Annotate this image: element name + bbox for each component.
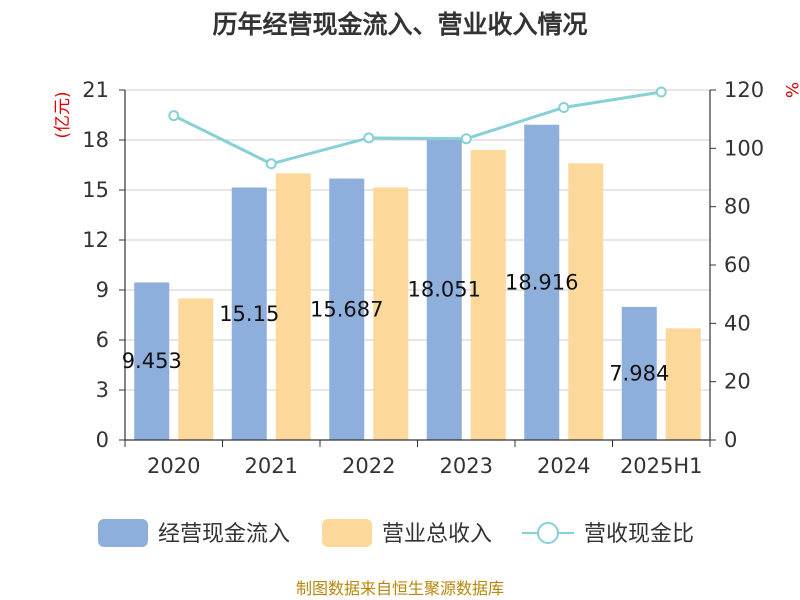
ratio-point [363,132,375,144]
left-tick-label: 6 [96,328,109,352]
bar [373,187,409,440]
right-tick-label: 0 [724,428,737,452]
bar [470,150,506,440]
left-tick-label: 18 [82,128,109,152]
right-tick-label: 80 [724,195,751,219]
bar [134,282,170,440]
data-label: 15.15 [219,302,279,326]
data-label: 7.984 [609,361,669,385]
bar [275,173,311,441]
legend-label: 营收现金比 [584,522,694,547]
legend: 经营现金流入 营业总收入 营收现金比 [98,519,694,547]
chart-title: 历年经营现金流入、营业收入情况 [212,10,587,39]
right-tick-label: 40 [724,311,751,335]
bar [524,124,560,440]
ratio-point [655,86,667,98]
bar [231,187,267,440]
bar [665,328,701,440]
left-tick-label: 9 [96,278,109,302]
data-label: 18.051 [408,278,481,302]
left-tick-label: 3 [96,378,109,402]
ratio-point [558,102,570,113]
right-axis-unit: % [781,82,800,98]
data-label: 18.916 [505,270,578,294]
left-axis-unit: (亿元) [53,91,73,138]
ratio-point [265,158,277,170]
bar [178,298,214,440]
x-tick-label: 2023 [440,454,493,478]
left-tick-label: 15 [82,178,109,202]
bar [568,163,604,441]
right-tick-label: 20 [724,370,751,394]
x-tick-label: 2021 [245,454,298,478]
ratio-point [168,110,180,122]
source-note: 制图数据来自恒生聚源数据库 [296,579,504,598]
left-tick-label: 21 [82,78,109,102]
legend-swatch [98,519,148,547]
data-label: 15.687 [310,297,383,321]
bar [621,306,657,440]
legend-label: 经营现金流入 [158,522,290,547]
legend-marker [537,522,559,544]
x-tick-label: 2025H1 [620,454,703,478]
right-tick-label: 120 [724,78,764,102]
bars [134,124,701,441]
ratio-line [168,86,667,170]
ratio-line-path [173,90,662,166]
legend-label: 营业总收入 [382,522,492,547]
bar [426,139,462,440]
ratio-point [460,133,472,145]
axes: 0 3 6 9 12 15 18 21 0 20 40 60 80 100 120 2020 2021 2022 2… [82,78,764,478]
x-tick-label: 2022 [342,454,395,478]
right-tick-label: 100 [724,136,764,160]
right-tick-label: 60 [724,253,751,277]
left-tick-label: 12 [82,228,109,252]
legend-swatch [322,519,372,547]
x-tick-label: 2020 [147,454,200,478]
x-tick-label: 2024 [537,454,590,478]
data-label: 9.453 [122,349,182,373]
left-tick-label: 0 [96,428,109,452]
data-labels: 9.453 15.15 15.687 18.051 18.916 7.984 [122,270,670,385]
bar [329,178,365,441]
